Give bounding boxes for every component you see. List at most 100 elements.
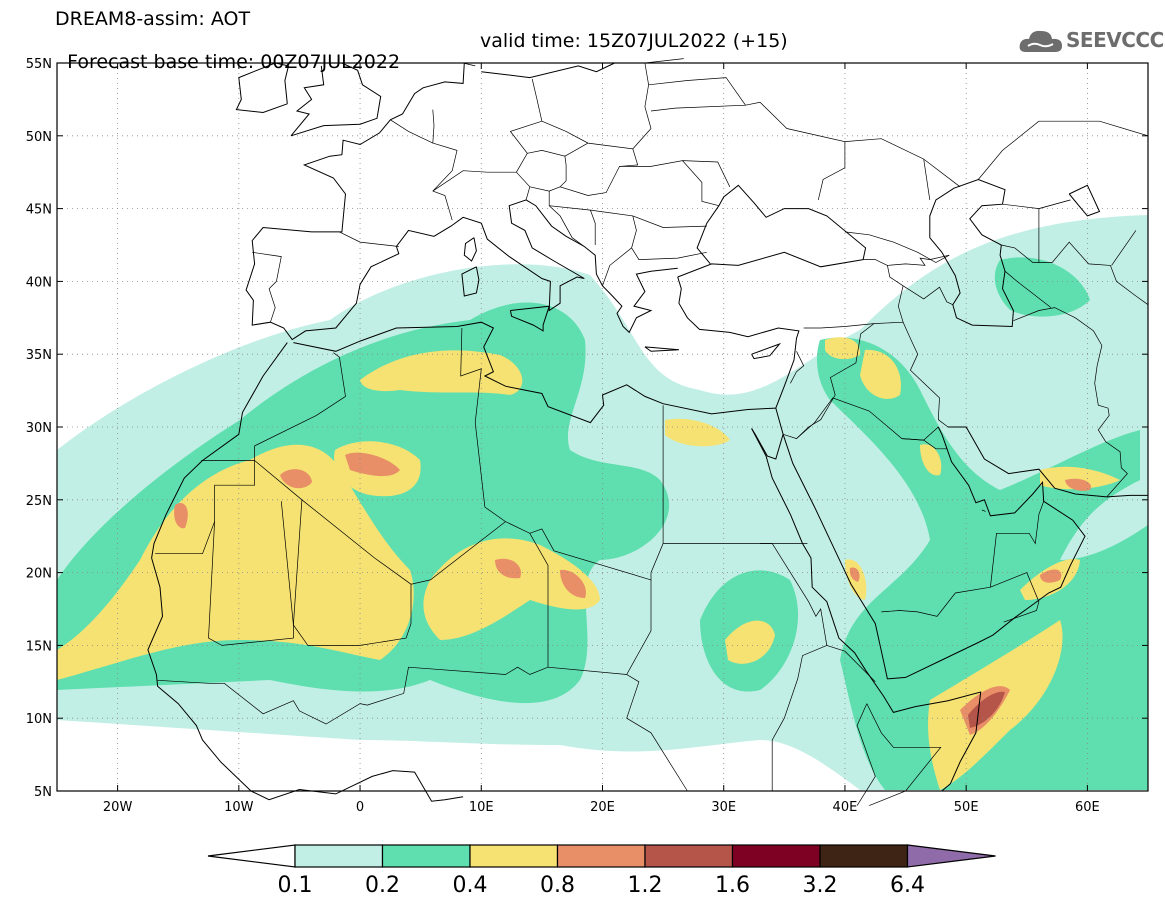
- colorbar-label: 0.4: [453, 873, 488, 898]
- boundary-line: [548, 205, 585, 247]
- boundary-line: [751, 428, 982, 792]
- lon-tick-label: 30E: [711, 800, 736, 815]
- colorbar-label: 0.1: [278, 873, 313, 898]
- boundary-line: [948, 426, 1148, 498]
- boundary-line: [682, 160, 731, 187]
- boundary-line: [1111, 230, 1137, 266]
- boundary-line: [235, 62, 290, 114]
- boundary-line: [923, 158, 961, 188]
- boundary-line: [541, 62, 652, 150]
- boundary-line: [157, 533, 549, 725]
- boundary-line: [863, 259, 888, 266]
- boundary-line: [509, 305, 550, 332]
- logo-text: SEEVCCC: [1066, 28, 1164, 52]
- boundary-line: [844, 138, 931, 200]
- boundary-line: [293, 321, 776, 424]
- longitude-labels: 20W 10W 0 10E 20E 30E 40E 50E 60E: [103, 800, 1100, 815]
- lat-tick-label: 50N: [26, 130, 52, 145]
- boundary-line: [245, 62, 678, 341]
- colorbar-box: [731, 844, 821, 868]
- boundary-line: [474, 422, 506, 522]
- lat-tick-label: 40N: [26, 275, 52, 290]
- boundary-line: [632, 215, 707, 228]
- boundary-line: [856, 703, 876, 806]
- map-title: DREAM8-assim: AOT: [55, 8, 251, 30]
- base-time-label: Forecast base time: 00Z07JUL2022: [67, 51, 401, 73]
- colorbar-low-arrow: [207, 844, 296, 868]
- colorbar-high-arrow: [906, 844, 996, 868]
- boundary-line: [432, 190, 453, 221]
- boundary-line: [250, 770, 464, 802]
- lon-tick-label: 10W: [224, 800, 254, 815]
- colorbar-box: [294, 844, 384, 868]
- boundary-line: [590, 209, 637, 286]
- boundary-line: [626, 579, 652, 675]
- colorbar-label: 6.4: [890, 873, 925, 898]
- boundary-line: [631, 247, 707, 260]
- boundary-line: [559, 148, 639, 196]
- boundary-line: [527, 150, 567, 165]
- lon-tick-label: 0: [356, 800, 364, 815]
- lat-tick-label: 30N: [26, 421, 52, 436]
- lat-tick-label: 20N: [26, 567, 52, 582]
- boundary-line: [509, 78, 543, 173]
- lat-tick-label: 15N: [26, 639, 52, 654]
- boundary-line: [463, 237, 477, 262]
- boundary-line: [886, 254, 950, 323]
- colorbar-label: 3.2: [803, 873, 838, 898]
- lat-tick-label: 35N: [26, 348, 52, 363]
- boundary-line: [463, 62, 476, 67]
- lon-tick-label: 50E: [954, 800, 979, 815]
- lat-tick-label: 45N: [26, 203, 52, 218]
- boundary-line: [790, 351, 805, 384]
- colorbar-box: [381, 844, 471, 868]
- boundary-line: [339, 231, 399, 247]
- boundary-line: [208, 501, 294, 646]
- boundary-line: [978, 120, 1149, 180]
- lat-tick-label: 10N: [26, 712, 52, 727]
- boundary-line: [844, 231, 950, 263]
- boundary-line: [782, 426, 1086, 680]
- boundary-line: [1038, 241, 1149, 305]
- lon-tick-label: 10E: [469, 800, 494, 815]
- boundary-line: [866, 703, 942, 806]
- boundary-line: [252, 251, 282, 323]
- boundary-line: [751, 342, 782, 360]
- lon-tick-label: 20E: [590, 800, 615, 815]
- lat-tick-label: 25N: [26, 494, 52, 509]
- seevccc-logo: SEEVCCC: [1018, 24, 1164, 58]
- colorbar-label: 0.8: [540, 873, 575, 898]
- boundary-line: [677, 251, 864, 278]
- boundary-line: [155, 460, 255, 555]
- coastlines: [147, 58, 1149, 806]
- boundary-line: [254, 352, 346, 461]
- lon-tick-label: 40E: [833, 800, 858, 815]
- colorbar-box: [556, 844, 646, 868]
- boundary-line: [803, 323, 875, 329]
- lat-tick-label: 55N: [26, 57, 52, 72]
- boundary-line: [929, 178, 1014, 328]
- boundary-line: [902, 285, 953, 306]
- boundary-line: [644, 58, 684, 64]
- lat-tick-label: 5N: [34, 785, 52, 800]
- boundary-line: [901, 438, 947, 450]
- boundary-line: [990, 501, 1045, 588]
- boundary-line: [1002, 199, 1071, 209]
- cloud-icon: [1019, 30, 1062, 52]
- colorbar-box: [469, 844, 559, 868]
- boundary-line: [873, 321, 949, 428]
- latitude-labels: 55N 50N 45N 40N 35N 30N 25N 20N 15N 10N 5N: [26, 57, 52, 800]
- boundary-line: [460, 327, 482, 423]
- boundary-line: [432, 170, 531, 200]
- boundary-line: [826, 645, 876, 683]
- boundary-line: [981, 509, 986, 512]
- forecast-times: Forecast base time: 00Z07JUL2022 valid t…: [55, 31, 788, 94]
- boundary-line: [461, 266, 480, 297]
- boundary-line: [147, 557, 252, 792]
- boundary-line: [1068, 184, 1101, 217]
- boundary-line: [677, 276, 800, 409]
- valid-time-label: valid time: 15Z07JUL2022 (+15): [480, 30, 788, 52]
- boundary-line: [751, 407, 784, 460]
